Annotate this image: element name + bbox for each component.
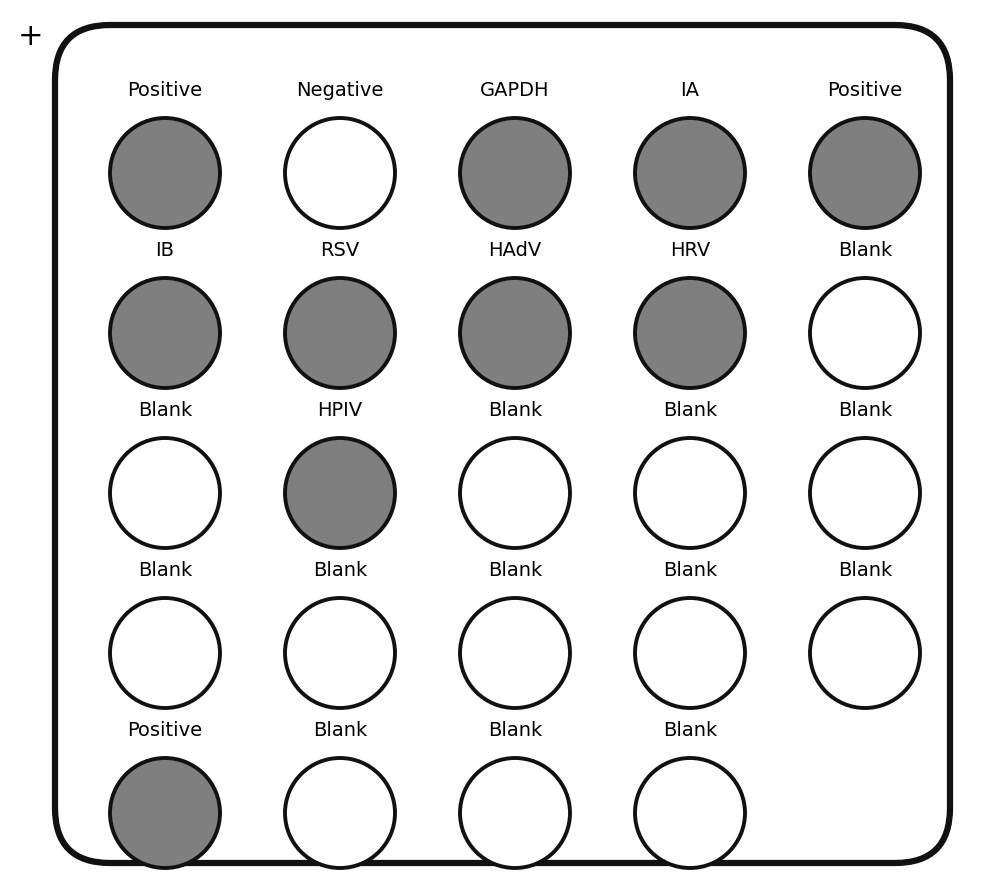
Text: Blank: Blank: [488, 401, 542, 420]
Text: HRV: HRV: [670, 241, 710, 260]
Circle shape: [810, 438, 920, 548]
Text: IA: IA: [680, 81, 700, 100]
Circle shape: [110, 758, 220, 868]
Text: Negative: Negative: [296, 81, 384, 100]
Circle shape: [460, 758, 570, 868]
Text: GAPDH: GAPDH: [480, 81, 550, 100]
Circle shape: [460, 598, 570, 708]
Text: RSV: RSV: [320, 241, 360, 260]
Text: Positive: Positive: [127, 81, 203, 100]
Circle shape: [635, 118, 745, 228]
Circle shape: [110, 118, 220, 228]
Text: Positive: Positive: [127, 721, 203, 740]
Text: Blank: Blank: [313, 561, 367, 580]
Circle shape: [460, 278, 570, 388]
Circle shape: [285, 118, 395, 228]
Circle shape: [110, 278, 220, 388]
Text: Blank: Blank: [663, 561, 717, 580]
Text: Blank: Blank: [488, 721, 542, 740]
Circle shape: [285, 758, 395, 868]
Circle shape: [285, 278, 395, 388]
Text: Blank: Blank: [138, 401, 192, 420]
Circle shape: [810, 598, 920, 708]
Circle shape: [635, 278, 745, 388]
Circle shape: [460, 438, 570, 548]
Text: Blank: Blank: [488, 561, 542, 580]
Circle shape: [635, 438, 745, 548]
Text: Blank: Blank: [838, 401, 892, 420]
Circle shape: [635, 598, 745, 708]
Circle shape: [110, 438, 220, 548]
Circle shape: [110, 598, 220, 708]
Circle shape: [285, 438, 395, 548]
FancyBboxPatch shape: [55, 25, 950, 863]
Text: Blank: Blank: [138, 561, 192, 580]
Circle shape: [635, 758, 745, 868]
Circle shape: [810, 278, 920, 388]
Circle shape: [285, 598, 395, 708]
Text: Blank: Blank: [663, 721, 717, 740]
Circle shape: [810, 118, 920, 228]
Text: Blank: Blank: [313, 721, 367, 740]
Text: +: +: [18, 22, 44, 51]
Text: Positive: Positive: [827, 81, 903, 100]
Text: Blank: Blank: [663, 401, 717, 420]
Text: HPIV: HPIV: [317, 401, 363, 420]
Text: IB: IB: [156, 241, 175, 260]
Circle shape: [460, 118, 570, 228]
Text: HAdV: HAdV: [488, 241, 542, 260]
Text: Blank: Blank: [838, 561, 892, 580]
Text: Blank: Blank: [838, 241, 892, 260]
